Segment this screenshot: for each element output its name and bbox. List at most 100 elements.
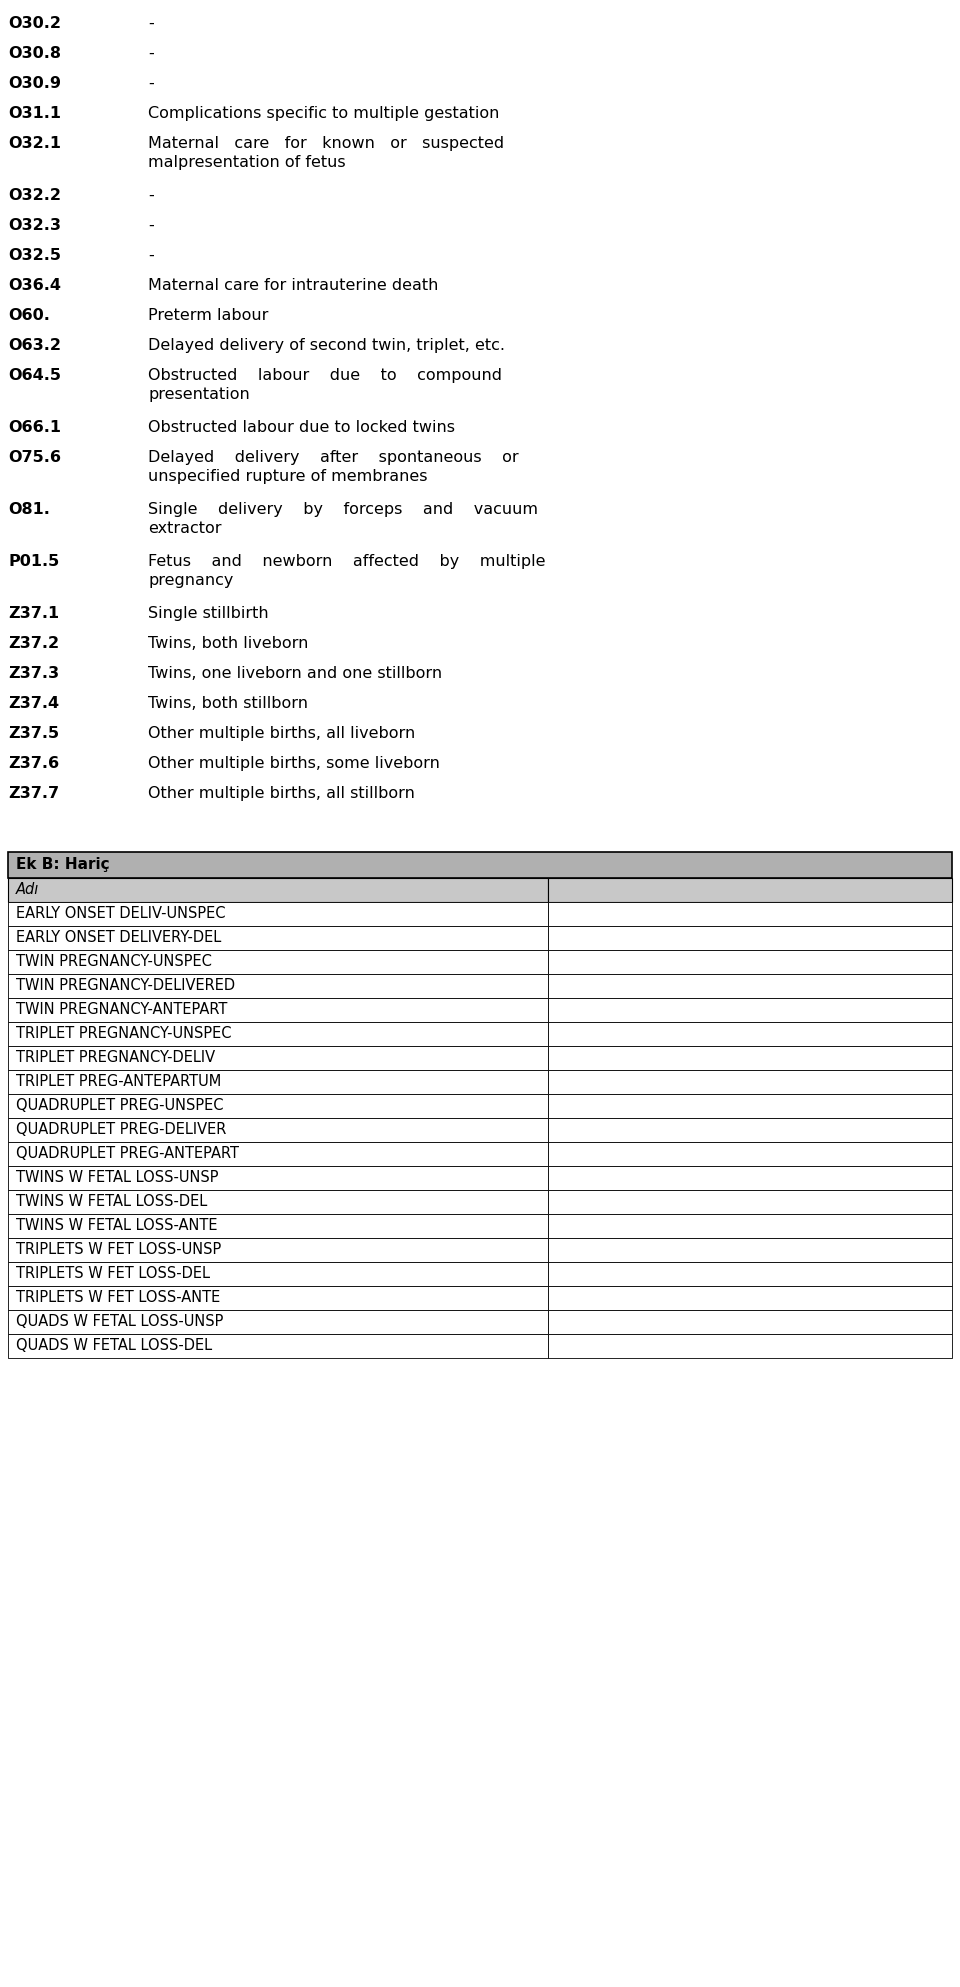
Text: Delayed delivery of second twin, triplet, etc.: Delayed delivery of second twin, triplet…	[148, 338, 505, 354]
Text: -: -	[148, 219, 154, 232]
Text: TRIPLETS W FET LOSS-ANTE: TRIPLETS W FET LOSS-ANTE	[16, 1290, 220, 1305]
Bar	[548, 1238, 952, 1262]
Text: O30.8: O30.8	[8, 46, 61, 62]
Text: Delayed    delivery    after    spontaneous    or
unspecified rupture of membran: Delayed delivery after spontaneous or un…	[148, 449, 518, 485]
Text: TWIN PREGNANCY-UNSPEC: TWIN PREGNANCY-UNSPEC	[16, 954, 212, 970]
Text: Z37.6: Z37.6	[8, 755, 60, 771]
Text: -: -	[148, 248, 154, 262]
Bar	[8, 1309, 548, 1333]
Bar	[548, 1095, 952, 1119]
Text: TWINS W FETAL LOSS-UNSP: TWINS W FETAL LOSS-UNSP	[16, 1170, 219, 1186]
Text: O60.: O60.	[8, 308, 50, 324]
Bar	[548, 1071, 952, 1095]
Text: -: -	[148, 46, 154, 62]
Text: O36.4: O36.4	[8, 278, 61, 292]
Text: EARLY ONSET DELIVERY-DEL: EARLY ONSET DELIVERY-DEL	[16, 930, 221, 946]
Text: EARLY ONSET DELIV-UNSPEC: EARLY ONSET DELIV-UNSPEC	[16, 906, 226, 922]
Text: O32.3: O32.3	[8, 219, 61, 232]
Bar	[8, 1286, 548, 1309]
Text: Z37.1: Z37.1	[8, 606, 60, 622]
Bar	[8, 997, 548, 1021]
Text: O32.2: O32.2	[8, 189, 61, 203]
Text: Z37.3: Z37.3	[8, 666, 60, 682]
Text: Adı: Adı	[16, 882, 39, 898]
Bar	[548, 1166, 952, 1190]
Bar	[8, 878, 548, 902]
Text: Twins, both stillborn: Twins, both stillborn	[148, 695, 308, 711]
Bar	[548, 1045, 952, 1071]
Text: QUADRUPLET PREG-DELIVER: QUADRUPLET PREG-DELIVER	[16, 1123, 227, 1137]
Text: QUADS W FETAL LOSS-UNSP: QUADS W FETAL LOSS-UNSP	[16, 1315, 224, 1329]
Bar	[548, 1309, 952, 1333]
Bar	[8, 1238, 548, 1262]
Text: Z37.2: Z37.2	[8, 636, 60, 652]
Text: O32.1: O32.1	[8, 135, 61, 151]
Text: QUADRUPLET PREG-ANTEPART: QUADRUPLET PREG-ANTEPART	[16, 1146, 239, 1162]
Bar	[548, 902, 952, 926]
Text: P01.5: P01.5	[8, 554, 60, 568]
Bar	[548, 1143, 952, 1166]
Bar	[8, 926, 548, 950]
Bar	[548, 926, 952, 950]
Bar	[8, 950, 548, 974]
Bar	[8, 1119, 548, 1143]
Bar	[8, 1166, 548, 1190]
Text: Fetus    and    newborn    affected    by    multiple
pregnancy: Fetus and newborn affected by multiple p…	[148, 554, 545, 588]
Bar	[8, 1262, 548, 1286]
Text: Complications specific to multiple gestation: Complications specific to multiple gesta…	[148, 105, 499, 121]
Text: TWIN PREGNANCY-ANTEPART: TWIN PREGNANCY-ANTEPART	[16, 1003, 228, 1017]
Bar	[548, 1286, 952, 1309]
Text: Z37.4: Z37.4	[8, 695, 60, 711]
Text: O64.5: O64.5	[8, 368, 61, 383]
Text: TRIPLET PREG-ANTEPARTUM: TRIPLET PREG-ANTEPARTUM	[16, 1075, 221, 1089]
Text: Other multiple births, some liveborn: Other multiple births, some liveborn	[148, 755, 440, 771]
Text: Other multiple births, all stillborn: Other multiple births, all stillborn	[148, 787, 415, 801]
Text: Single stillbirth: Single stillbirth	[148, 606, 269, 622]
Text: TRIPLET PREGNANCY-DELIV: TRIPLET PREGNANCY-DELIV	[16, 1051, 215, 1065]
Text: Ek B: Hariç: Ek B: Hariç	[16, 858, 109, 872]
Text: Single    delivery    by    forceps    and    vacuum
extractor: Single delivery by forceps and vacuum ex…	[148, 503, 538, 536]
Bar	[8, 1333, 548, 1357]
Text: QUADRUPLET PREG-UNSPEC: QUADRUPLET PREG-UNSPEC	[16, 1099, 224, 1113]
Text: Other multiple births, all liveborn: Other multiple births, all liveborn	[148, 725, 416, 741]
Text: TRIPLETS W FET LOSS-DEL: TRIPLETS W FET LOSS-DEL	[16, 1266, 210, 1282]
Bar	[8, 1021, 548, 1045]
Text: TWIN PREGNANCY-DELIVERED: TWIN PREGNANCY-DELIVERED	[16, 978, 235, 994]
Text: Twins, both liveborn: Twins, both liveborn	[148, 636, 308, 652]
Bar	[8, 1045, 548, 1071]
Text: TRIPLET PREGNANCY-UNSPEC: TRIPLET PREGNANCY-UNSPEC	[16, 1027, 231, 1041]
Text: Obstructed labour due to locked twins: Obstructed labour due to locked twins	[148, 419, 455, 435]
Bar	[8, 852, 952, 878]
Text: Obstructed    labour    due    to    compound
presentation: Obstructed labour due to compound presen…	[148, 368, 502, 401]
Text: TWINS W FETAL LOSS-DEL: TWINS W FETAL LOSS-DEL	[16, 1194, 207, 1210]
Text: Maternal   care   for   known   or   suspected
malpresentation of fetus: Maternal care for known or suspected mal…	[148, 135, 504, 171]
Bar	[548, 997, 952, 1021]
Bar	[548, 1214, 952, 1238]
Text: -: -	[148, 189, 154, 203]
Bar	[548, 1119, 952, 1143]
Text: O30.2: O30.2	[8, 16, 61, 32]
Text: QUADS W FETAL LOSS-DEL: QUADS W FETAL LOSS-DEL	[16, 1339, 212, 1353]
Bar	[548, 1021, 952, 1045]
Text: O31.1: O31.1	[8, 105, 61, 121]
Text: Maternal care for intrauterine death: Maternal care for intrauterine death	[148, 278, 439, 292]
Text: Preterm labour: Preterm labour	[148, 308, 269, 324]
Text: TRIPLETS W FET LOSS-UNSP: TRIPLETS W FET LOSS-UNSP	[16, 1242, 221, 1258]
Bar	[8, 902, 548, 926]
Bar	[548, 1333, 952, 1357]
Bar	[548, 878, 952, 902]
Text: O81.: O81.	[8, 503, 50, 517]
Text: O30.9: O30.9	[8, 76, 61, 91]
Bar	[548, 1190, 952, 1214]
Text: O75.6: O75.6	[8, 449, 61, 465]
Text: Twins, one liveborn and one stillborn: Twins, one liveborn and one stillborn	[148, 666, 443, 682]
Bar	[8, 1095, 548, 1119]
Text: O32.5: O32.5	[8, 248, 61, 262]
Text: O63.2: O63.2	[8, 338, 61, 354]
Bar	[548, 950, 952, 974]
Bar	[8, 974, 548, 997]
Text: Z37.7: Z37.7	[8, 787, 60, 801]
Text: -: -	[148, 76, 154, 91]
Bar	[8, 1071, 548, 1095]
Bar	[8, 1143, 548, 1166]
